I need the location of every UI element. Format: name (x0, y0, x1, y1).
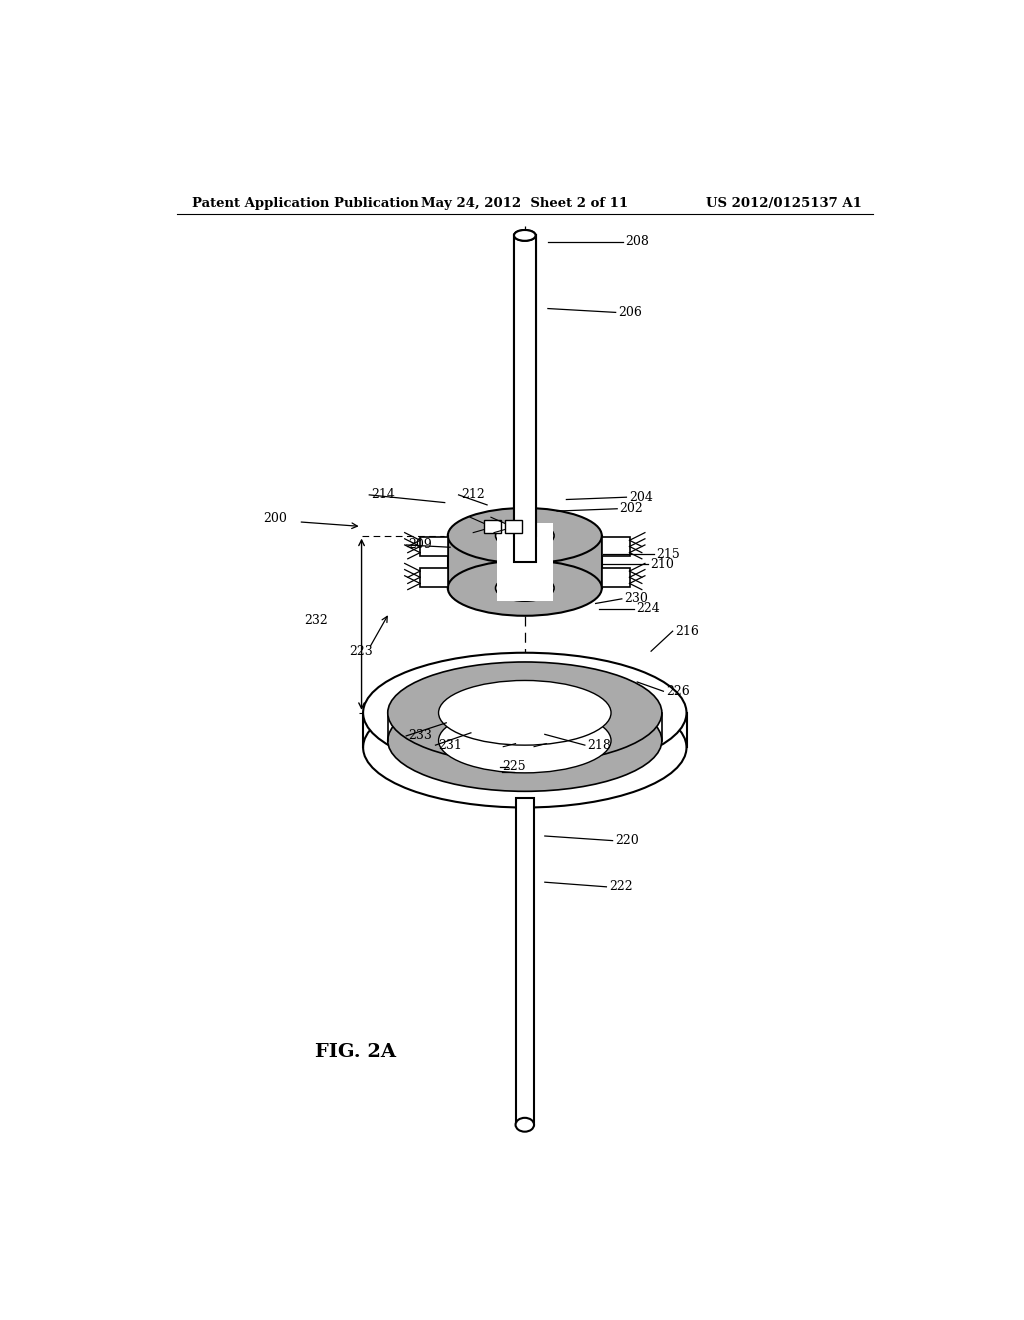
Ellipse shape (364, 688, 686, 808)
Text: 231: 231 (438, 739, 462, 751)
Text: 223: 223 (349, 644, 373, 657)
Text: 222: 222 (608, 880, 633, 894)
Bar (420, 537, 447, 556)
Text: 218: 218 (587, 739, 611, 751)
Text: 233: 233 (409, 730, 432, 742)
Ellipse shape (515, 1118, 535, 1131)
Bar (514, 235, 536, 562)
Ellipse shape (388, 689, 662, 791)
Text: 214: 214 (372, 488, 395, 502)
Bar (514, 235, 536, 536)
Text: 230: 230 (625, 593, 648, 606)
Bar (505, 520, 521, 533)
Text: 226: 226 (666, 685, 689, 698)
Text: Patent Application Publication: Patent Application Publication (193, 197, 419, 210)
Text: 204: 204 (629, 491, 652, 504)
Bar (364, 713, 686, 747)
Bar (602, 568, 630, 586)
Ellipse shape (496, 576, 554, 601)
Ellipse shape (438, 681, 611, 744)
Text: 232: 232 (304, 614, 329, 627)
Bar (497, 523, 553, 601)
Ellipse shape (496, 523, 554, 549)
Bar (602, 537, 630, 556)
Ellipse shape (438, 708, 611, 774)
Ellipse shape (514, 230, 536, 240)
Text: 212: 212 (461, 488, 484, 502)
Text: 210: 210 (650, 557, 674, 570)
Text: 224: 224 (637, 602, 660, 615)
Ellipse shape (364, 653, 686, 774)
Text: 225: 225 (503, 760, 526, 774)
Text: 202: 202 (620, 502, 643, 515)
Text: May 24, 2012  Sheet 2 of 11: May 24, 2012 Sheet 2 of 11 (421, 197, 629, 210)
Ellipse shape (447, 508, 602, 564)
Text: 209: 209 (409, 539, 432, 552)
Text: 220: 220 (614, 834, 639, 847)
Text: 208: 208 (626, 235, 649, 248)
Text: FIG. 2A: FIG. 2A (315, 1043, 396, 1060)
Bar (420, 568, 447, 586)
Bar (388, 713, 662, 741)
Text: 216: 216 (675, 624, 698, 638)
Bar (447, 536, 602, 589)
Text: 200: 200 (263, 512, 287, 525)
Text: US 2012/0125137 A1: US 2012/0125137 A1 (707, 197, 862, 210)
Text: 215: 215 (656, 548, 680, 561)
Ellipse shape (388, 663, 662, 763)
Bar (484, 520, 501, 533)
Text: 206: 206 (617, 306, 642, 319)
Ellipse shape (447, 560, 602, 615)
Ellipse shape (514, 230, 536, 240)
Bar (515, 799, 535, 1125)
